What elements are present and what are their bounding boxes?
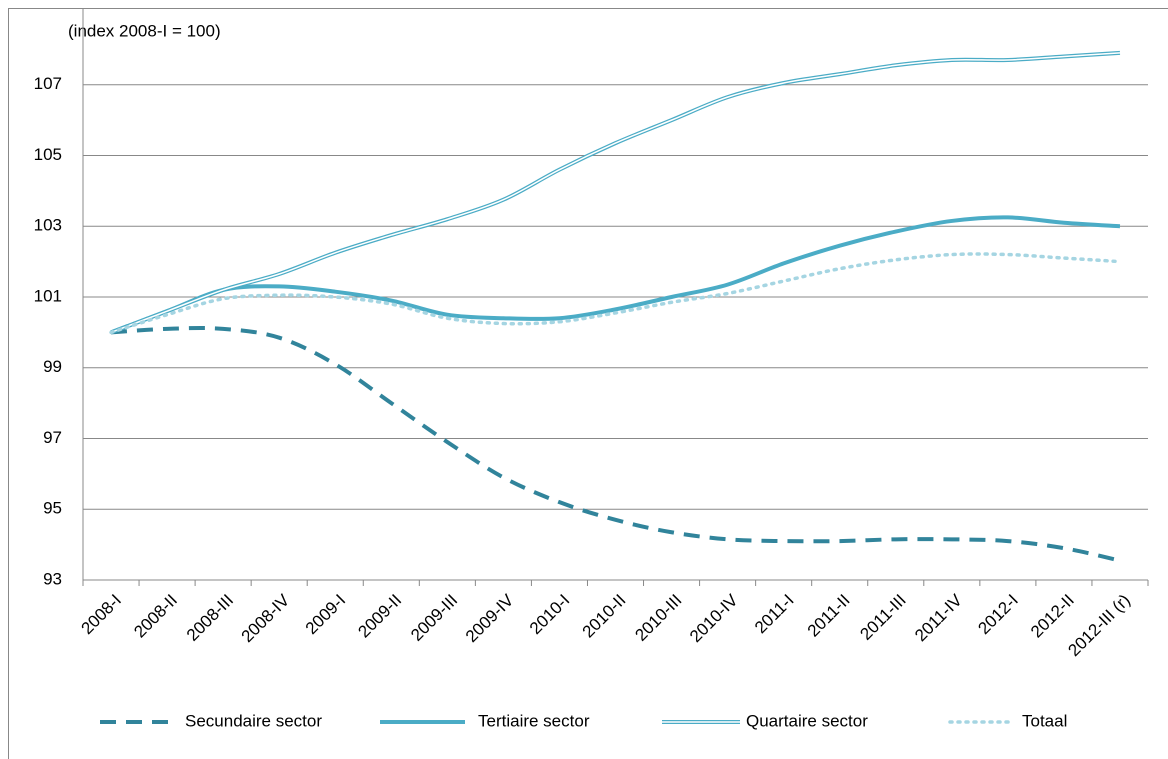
series-line — [110, 50, 1121, 335]
legend-label: Tertiaire sector — [478, 711, 590, 730]
x-tick-label: 2008-IV — [238, 590, 294, 646]
legend-label: Quartaire sector — [746, 711, 868, 730]
x-tick-label: 2008-I — [78, 591, 126, 639]
series-line — [109, 252, 1122, 335]
y-tick-label: 93 — [43, 569, 62, 588]
x-tick-label: 2011-II — [804, 591, 854, 641]
y-tick-label: 107 — [34, 74, 62, 93]
x-tick-label: 2011-III — [856, 591, 909, 644]
x-tick-label: 2009-I — [302, 591, 350, 639]
y-tick-label: 95 — [43, 499, 62, 518]
x-tick-label: 2011-IV — [911, 590, 966, 645]
y-tick-label: 103 — [34, 216, 62, 235]
series-line — [110, 326, 1121, 563]
x-tick-label: 2009-III — [407, 591, 461, 645]
x-tick-label: 2010-III — [631, 591, 685, 645]
x-tick-label: 2012-I — [974, 591, 1022, 639]
legend-label: Secundaire sector — [185, 711, 322, 730]
x-tick-label: 2010-IV — [686, 590, 742, 646]
series-line — [110, 215, 1121, 335]
y-tick-label: 101 — [34, 286, 62, 305]
y-axis-label: (index 2008-I = 100) — [68, 21, 221, 40]
x-tick-label: 2009-II — [354, 591, 405, 642]
series-line-inner — [110, 52, 1121, 334]
y-tick-label: 105 — [34, 145, 62, 164]
x-tick-label: 2012-II — [1027, 591, 1078, 642]
y-tick-label: 97 — [43, 428, 62, 447]
legend-label: Totaal — [1022, 711, 1067, 730]
x-tick-label: 2010-II — [579, 591, 630, 642]
x-tick-label: 2008-III — [183, 591, 237, 645]
y-tick-label: 99 — [43, 357, 62, 376]
x-tick-label: 2009-IV — [462, 590, 518, 646]
x-tick-label: 2010-I — [526, 591, 574, 639]
x-tick-label: 2011-I — [751, 591, 798, 638]
x-tick-label: 2008-II — [130, 591, 181, 642]
chart-frame — [8, 8, 1168, 759]
